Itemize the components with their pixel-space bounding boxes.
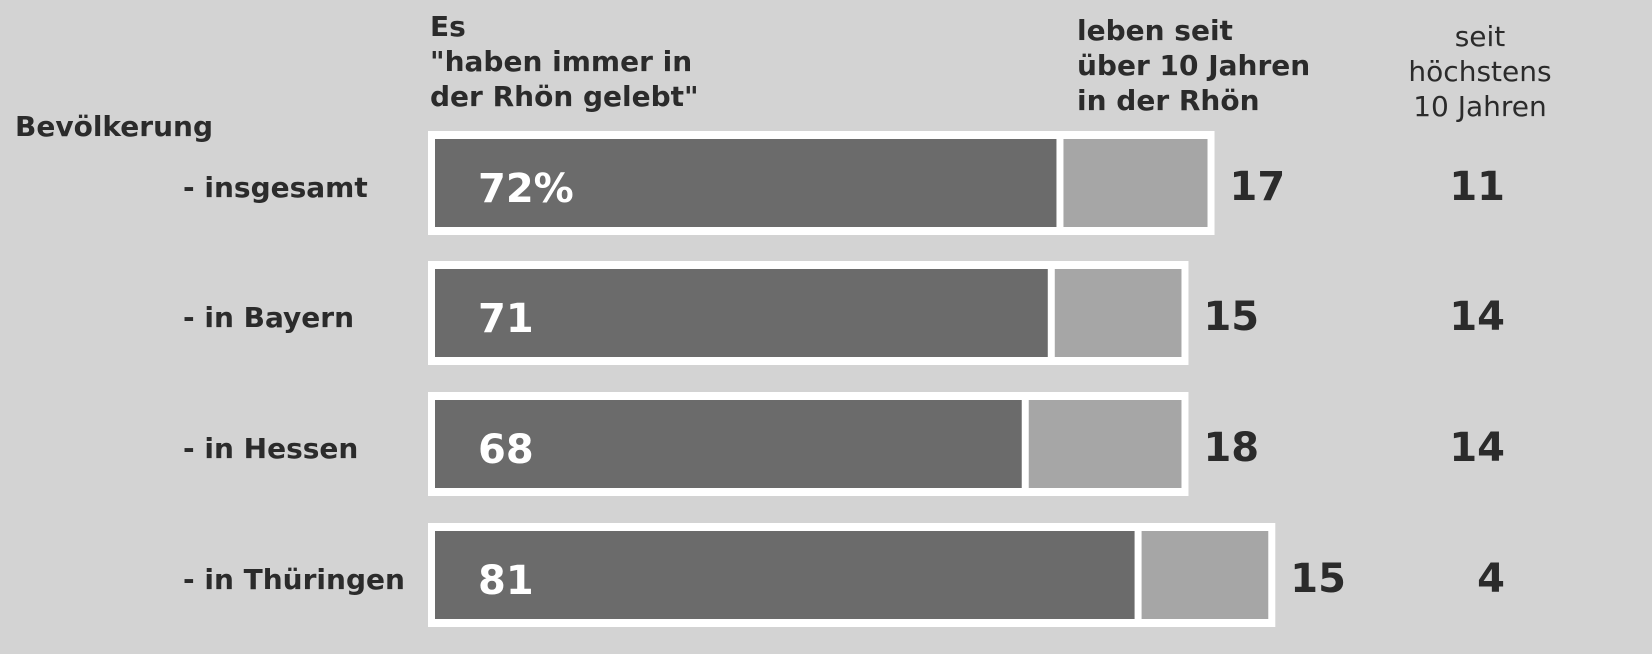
- category-label: - in Hessen: [183, 432, 358, 465]
- value-label: 11: [1449, 164, 1505, 210]
- value-label: 18: [1203, 425, 1259, 471]
- legend-entry: leben seit über 10 Jahren in der Rhön: [1077, 14, 1310, 117]
- value-label: 4: [1477, 556, 1505, 602]
- bar-segment: [1063, 139, 1208, 227]
- value-label: 17: [1230, 164, 1286, 210]
- value-label: 72%: [478, 166, 574, 212]
- category-label: - insgesamt: [183, 171, 368, 204]
- bar-segment: [1054, 269, 1182, 357]
- bar-segment: [435, 269, 1048, 357]
- value-label: 14: [1449, 425, 1505, 471]
- value-label: 15: [1203, 294, 1259, 340]
- value-label: 15: [1290, 556, 1346, 602]
- value-label: 14: [1449, 294, 1505, 340]
- bar-segment: [1141, 531, 1269, 619]
- category-label: - in Thüringen: [183, 563, 405, 596]
- legend-entry: Es "haben immer in der Rhön gelebt": [430, 10, 699, 113]
- group-label: Bevölkerung: [15, 110, 213, 143]
- bar-segment: [435, 531, 1135, 619]
- value-label: 71: [478, 296, 534, 342]
- legend-entry: seit höchstens 10 Jahren: [1408, 20, 1551, 123]
- bar-segment: [435, 139, 1057, 227]
- value-label: 81: [478, 558, 534, 604]
- value-label: 68: [478, 427, 534, 473]
- category-label: - in Bayern: [183, 301, 354, 334]
- bar-segment: [1028, 400, 1182, 488]
- bar-segment: [435, 400, 1022, 488]
